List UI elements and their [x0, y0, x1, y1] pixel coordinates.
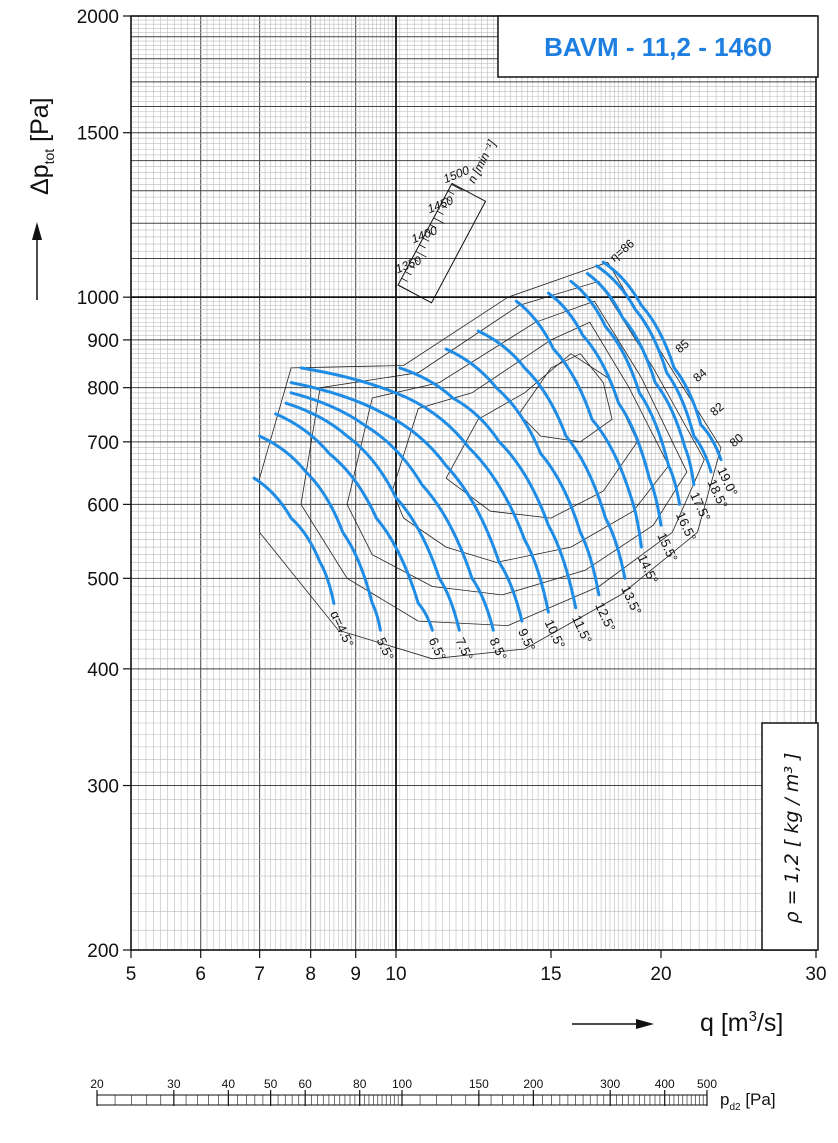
x-tick-label: 30 [805, 964, 826, 985]
blade-angle-curve [289, 381, 524, 623]
blade-angle-curve [289, 391, 495, 632]
blade-angle-curve [284, 401, 461, 632]
blade-angle-curve [569, 279, 682, 506]
speed-minor-tick [419, 244, 426, 249]
blade-angle-curve [546, 291, 663, 527]
efficiency-contour [300, 280, 705, 627]
efficiency-contour [346, 300, 688, 596]
title-box [497, 15, 819, 78]
speed-minor-tick [401, 277, 408, 282]
blade-angle-curve [585, 272, 696, 487]
x-axis-arrow [572, 1019, 654, 1029]
efficiency-label: 80 [727, 430, 746, 450]
y-tick-label: 2000 [77, 7, 119, 28]
y-axis-label: Δptot [Pa] [26, 97, 57, 195]
pd2-tick-label: 300 [600, 1077, 620, 1091]
blade-angle-curve [595, 264, 713, 474]
speed-minor-tick [447, 190, 455, 195]
blade-angle-label: 16.5° [673, 509, 699, 543]
blade-angle-curve [252, 476, 336, 605]
efficiency-label: η=86 [607, 236, 637, 264]
y-tick-label: 600 [87, 495, 119, 516]
speed-tick-label: 1400 [409, 223, 439, 246]
speed-minor-tick [426, 230, 433, 235]
efficiency-label: 84 [690, 365, 709, 385]
pd2-tick-label: 400 [655, 1077, 675, 1091]
speed-minor-tick [397, 284, 409, 291]
blade-angle-curve [514, 299, 643, 549]
speed-minor-tick [429, 224, 437, 229]
blade-angle-curve [299, 366, 550, 614]
chart-title: BAVM - 11,2 - 1460 [544, 32, 772, 62]
blade-angle-label: 14.5° [635, 552, 661, 586]
y-tick-label: 800 [87, 379, 119, 400]
pd2-tick-label: 500 [697, 1077, 717, 1091]
blade-angle-curve [258, 434, 382, 632]
pd2-scale: 20 30 40 50 60 80 100 150 200 300 400 500 [90, 1077, 717, 1106]
density-note: ρ = 1,2 [ kg / m³ ] [781, 753, 803, 924]
pd2-tick-label: 30 [167, 1077, 181, 1091]
x-tick-label: 6 [195, 964, 206, 985]
y-tick-label: 300 [87, 777, 119, 798]
x-tick-label: 7 [254, 964, 265, 985]
speed-scale-box [397, 182, 487, 304]
y-tick-label: 700 [87, 433, 119, 454]
speed-minor-tick [451, 183, 463, 191]
pd2-tick-label: 80 [353, 1077, 367, 1091]
pd2-tick-label: 50 [264, 1077, 278, 1091]
x-tick-label: 10 [385, 964, 406, 985]
efficiency-label: 82 [707, 399, 726, 419]
x-tick-label: 8 [305, 964, 316, 985]
speed-minor-tick [433, 217, 445, 224]
y-tick-label: 900 [87, 331, 119, 352]
blade-angle-curve [444, 347, 601, 597]
blade-angle-curve [274, 412, 434, 632]
speed-minor-tick [415, 251, 427, 258]
axes: 5 6 7 8 9 10 15 20 30 200 300 400 500 600 700 800 900 100… [77, 7, 827, 985]
blade-angle-curve [601, 260, 723, 462]
x-axis-label: q [m3/s] [700, 1008, 783, 1037]
grid [130, 15, 816, 951]
blade-angle-label: 10.5° [542, 617, 568, 651]
pd2-tick-label: 20 [90, 1077, 104, 1091]
plot-frame [130, 15, 817, 951]
y-axis-arrow [32, 222, 42, 300]
x-tick-label: 15 [540, 964, 561, 985]
pd2-tick-label: 200 [523, 1077, 543, 1091]
x-tick-label: 20 [650, 964, 671, 985]
pd2-tick-label: 60 [299, 1077, 313, 1091]
x-tick-label: 5 [126, 964, 137, 985]
blade-angle-curve [476, 329, 627, 580]
pd2-tick-label: 40 [222, 1077, 236, 1091]
speed-minor-tick [422, 237, 430, 242]
efficiency-contour [259, 261, 722, 660]
speed-minor-tick [440, 204, 448, 209]
blade-angle-label: 12.5° [592, 600, 618, 634]
speed-tick-label: 1350 [393, 253, 423, 276]
pd2-tick-label: 150 [469, 1077, 489, 1091]
blade-angle-label: 11.5° [569, 613, 595, 646]
density-box [761, 722, 819, 951]
y-tick-label: 200 [87, 941, 119, 962]
speed-minor-tick [408, 264, 416, 269]
speed-minor-tick [412, 257, 419, 262]
y-tick-label: 1500 [77, 124, 119, 145]
speed-minor-tick [404, 271, 412, 276]
efficiency-label: 85 [673, 336, 692, 356]
y-tick-label: 400 [87, 660, 119, 681]
blade-angle-label: α=4.5° [327, 608, 357, 649]
y-tick-label: 500 [87, 569, 119, 590]
blade-angle-curve [398, 366, 578, 610]
pd2-tick-label: 100 [392, 1077, 412, 1091]
efficiency-contour [518, 353, 613, 443]
x-tick-label: 9 [350, 964, 361, 985]
speed-minor-tick [444, 197, 451, 202]
pd2-label: pd2 [Pa] [720, 1090, 776, 1113]
speed-minor-tick [437, 210, 444, 215]
y-tick-label: 1000 [77, 288, 119, 309]
